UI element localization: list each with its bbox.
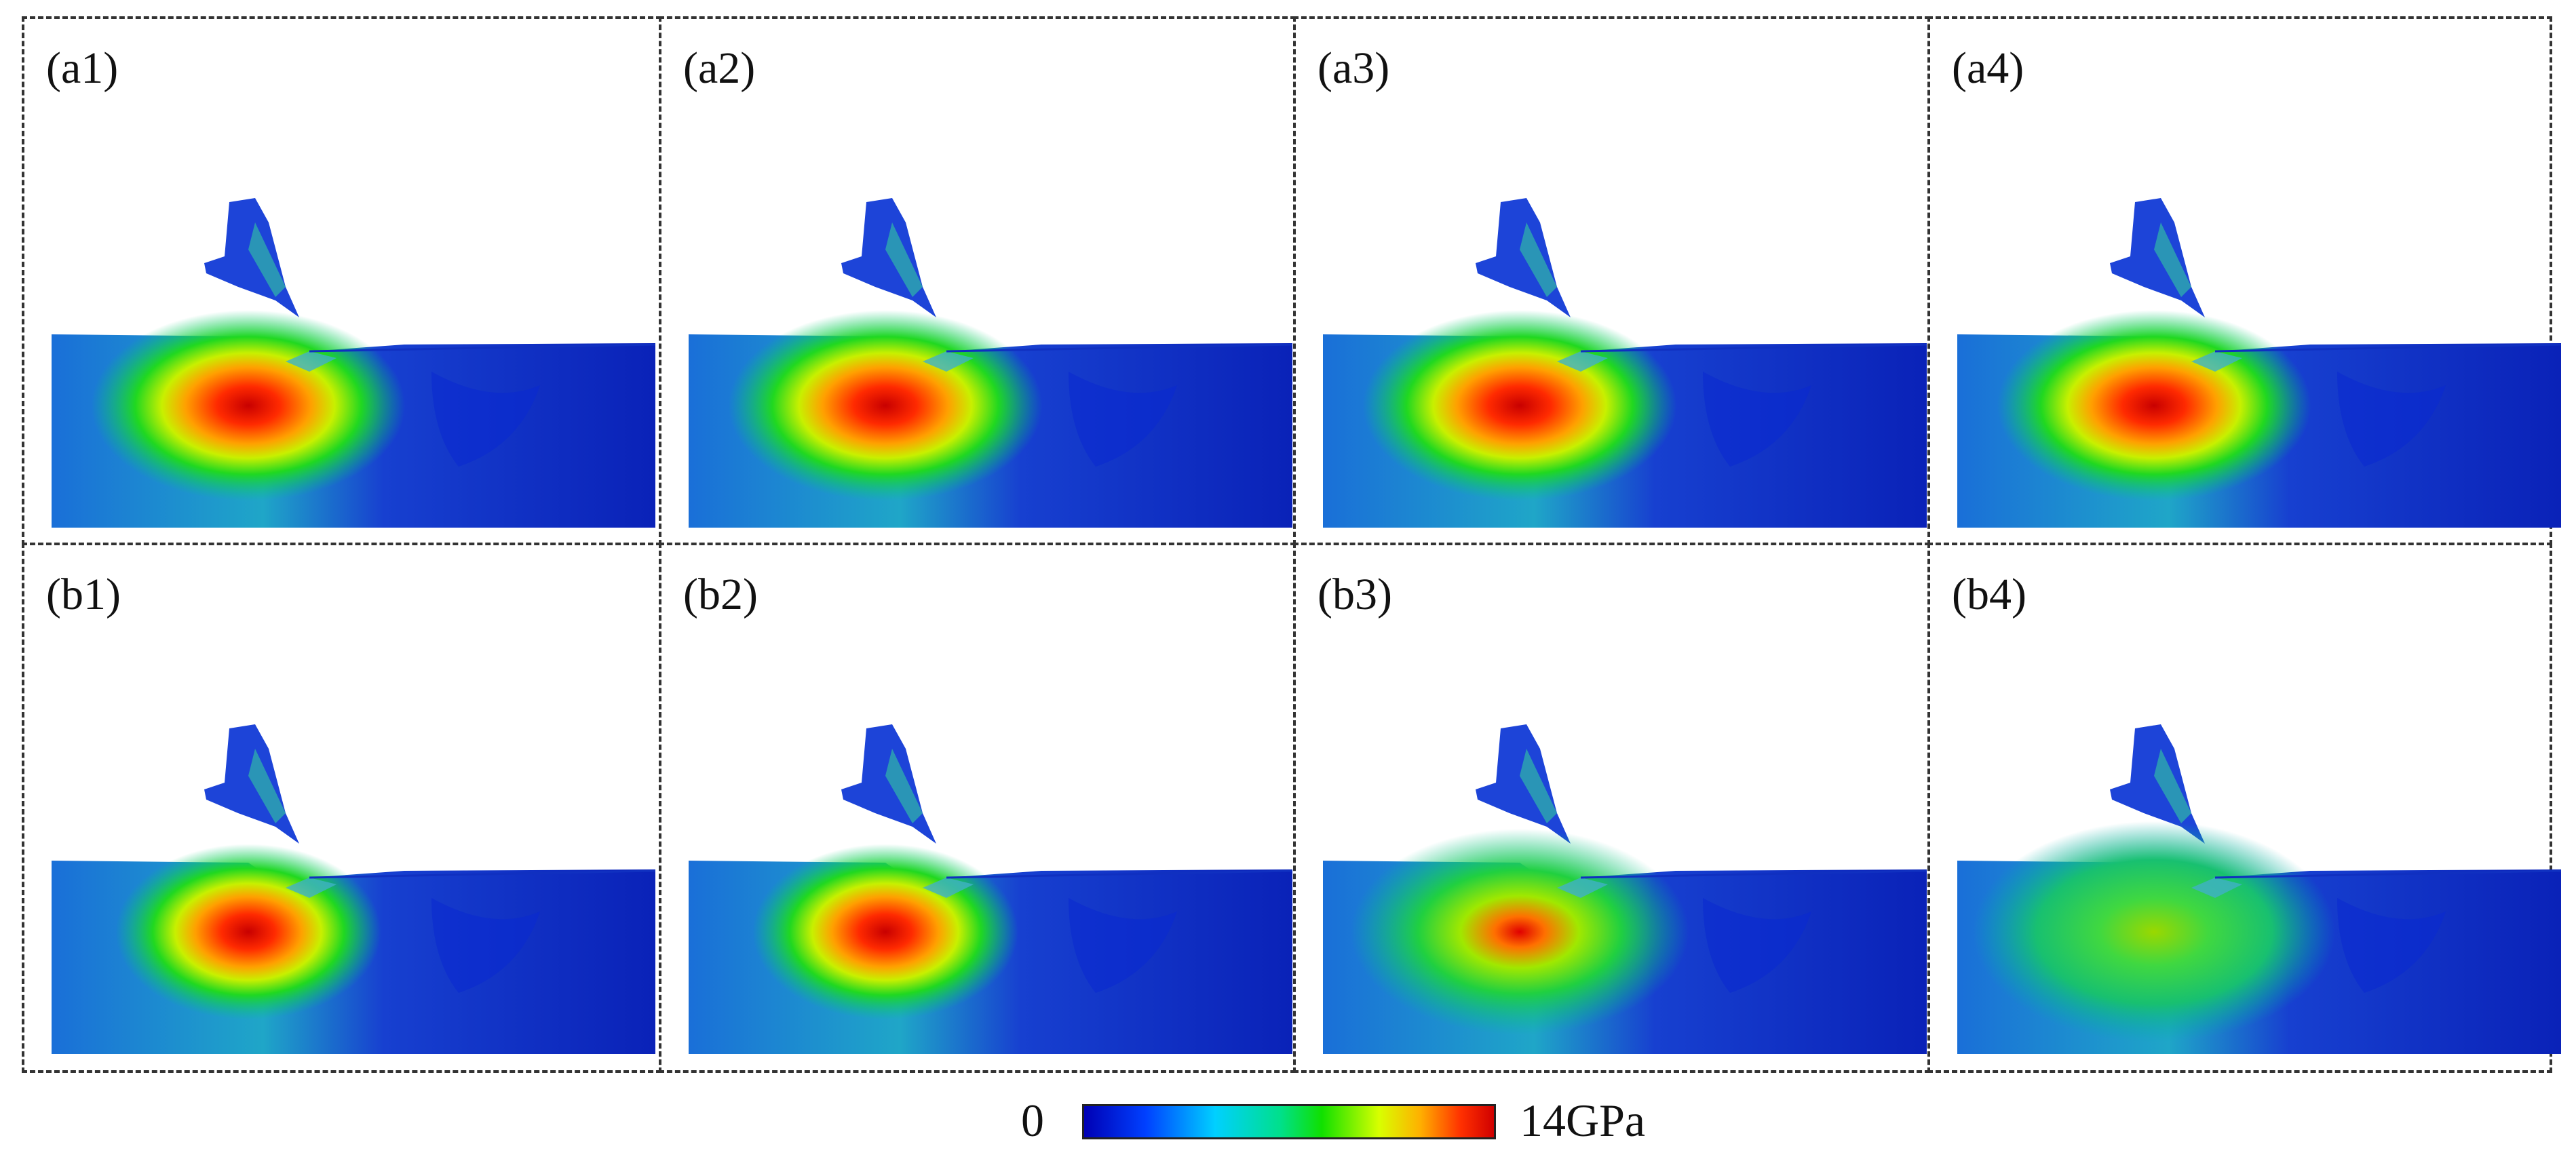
panel-b3: (b3) xyxy=(1293,543,1930,1073)
panel-label: (b4) xyxy=(1952,570,2026,619)
figure-grid: (a1) (a2) (a3) (a4) (b1) (b2) (b3) (b4) xyxy=(22,16,2562,1073)
panel-a2: (a2) xyxy=(659,16,1296,545)
panel-b2: (b2) xyxy=(659,543,1296,1073)
panel-label: (b1) xyxy=(46,570,121,619)
panel-label: (a4) xyxy=(1952,43,2024,93)
stress-field-plot xyxy=(689,724,1293,1054)
colorbar-max-label: 14GPa xyxy=(1520,1095,1646,1146)
stress-field-plot xyxy=(52,724,656,1054)
panel-a3: (a3) xyxy=(1293,16,1930,545)
panel-a1: (a1) xyxy=(22,16,661,545)
panel-label: (b2) xyxy=(683,570,758,619)
stress-field-plot xyxy=(1323,198,1927,528)
panel-label: (a2) xyxy=(683,43,756,93)
colorbar xyxy=(1082,1104,1496,1139)
panel-label: (b3) xyxy=(1318,570,1392,619)
stress-field-plot xyxy=(1323,724,1927,1054)
panel-label: (a1) xyxy=(46,43,119,93)
stress-field-plot xyxy=(52,198,656,528)
panel-label: (a3) xyxy=(1318,43,1390,93)
stress-field-plot xyxy=(689,198,1293,528)
stress-field-plot xyxy=(1957,198,2562,528)
panel-b4: (b4) xyxy=(1927,543,2562,1073)
panel-a4: (a4) xyxy=(1927,16,2562,545)
panel-b1: (b1) xyxy=(22,543,661,1073)
stress-field-plot xyxy=(1957,724,2562,1054)
colorbar-min-label: 0 xyxy=(1021,1095,1044,1146)
